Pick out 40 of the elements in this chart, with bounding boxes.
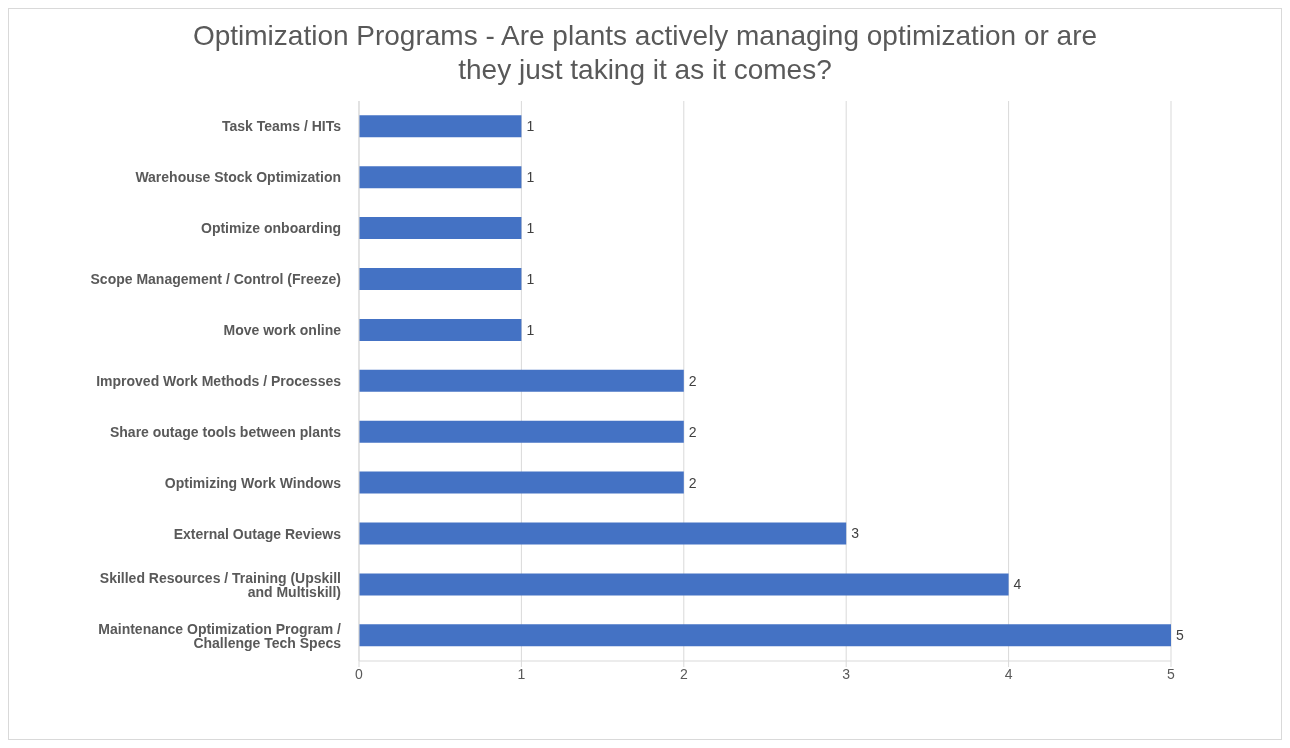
bar <box>359 420 684 443</box>
data-label: 1 <box>526 169 535 186</box>
y-tick-label: Improved Work Methods / Processes <box>96 372 342 389</box>
bar <box>359 217 522 240</box>
bar <box>359 267 522 290</box>
bar <box>359 624 1171 647</box>
bar <box>359 573 1009 596</box>
y-tick-label: Optimize onboarding <box>201 220 341 237</box>
bar <box>359 471 684 494</box>
y-tick-label: Warehouse Stock Optimization <box>135 169 341 186</box>
data-label: 5 <box>1176 627 1184 644</box>
bar <box>359 115 522 138</box>
y-tick-label: Share outage tools between plants <box>109 423 342 440</box>
y-tick-label: External Outage Reviews <box>173 525 342 542</box>
data-label: 1 <box>526 118 535 135</box>
data-label: 2 <box>688 474 697 491</box>
x-tick-label: 1 <box>517 665 526 682</box>
data-label: 2 <box>688 372 697 389</box>
bar <box>359 318 522 341</box>
y-tick-label: Task Teams / HITs <box>221 118 342 135</box>
bar <box>359 522 847 545</box>
x-tick-label: 0 <box>355 665 364 682</box>
y-tick-label: Skilled Resources / Training (Upskill and Multiskill) <box>99 569 341 600</box>
bar <box>359 369 684 392</box>
bar <box>359 166 522 189</box>
data-label: 1 <box>526 270 535 287</box>
y-tick-label: Maintenance Optimization Program / Challenge Tech Specs <box>98 620 342 651</box>
y-tick-label: Optimizing Work Windows <box>164 474 342 491</box>
x-tick-label: 3 <box>842 665 851 682</box>
x-tick-label: 4 <box>1004 665 1013 682</box>
x-tick-label: 2 <box>679 665 688 682</box>
y-tick-label: Move work online <box>223 322 342 339</box>
data-label: 4 <box>1013 576 1022 593</box>
data-label: 3 <box>851 525 860 542</box>
y-tick-label: Scope Management / Control (Freeze) <box>90 271 341 288</box>
x-tick-label: 5 <box>1167 665 1176 682</box>
data-label: 1 <box>526 220 535 237</box>
data-label: 2 <box>688 423 697 440</box>
chart-title: Optimization Programs - Are plants actively managing optimization or are they just taking it as it comes? <box>191 19 1099 87</box>
data-label: 1 <box>526 321 535 338</box>
